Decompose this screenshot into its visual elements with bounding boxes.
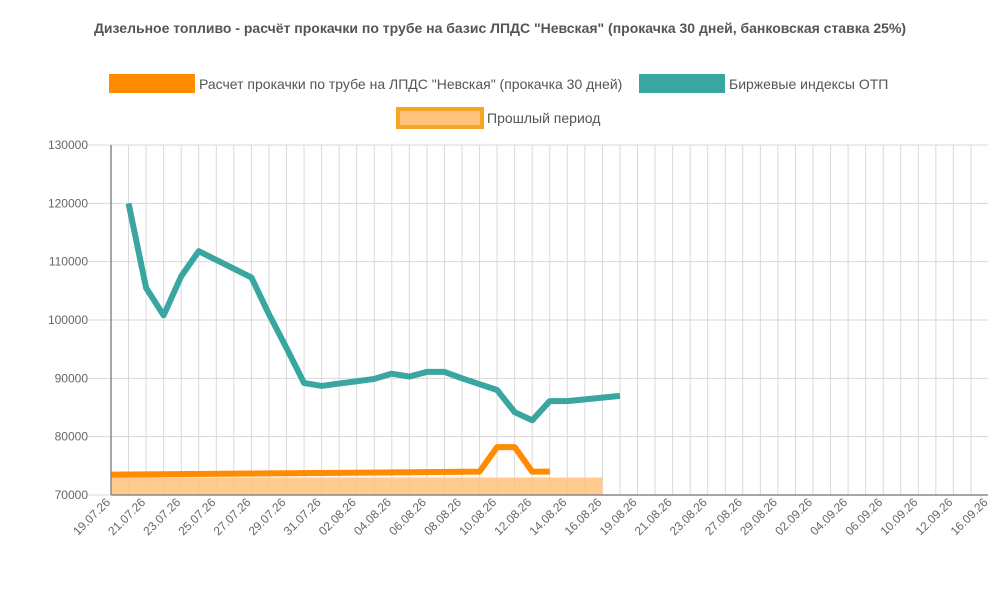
y-axis-ticks: 130000 120000 110000 100000 90000 80000 70000: [48, 138, 88, 502]
x-tick-label: 31.07.26: [281, 495, 324, 538]
series-pumping-line: [110, 444, 550, 478]
x-tick-label: 29.07.26: [246, 495, 289, 538]
x-tick-label: 23.07.26: [140, 495, 183, 538]
series-exchange-line: [125, 202, 621, 424]
x-tick-label: 06.08.26: [386, 495, 429, 538]
x-tick-label: 25.07.26: [175, 495, 218, 538]
x-tick-label: 21.08.26: [632, 495, 675, 538]
y-tick-label: 90000: [55, 371, 89, 385]
x-tick-label: 29.08.26: [737, 495, 780, 538]
x-tick-label: 14.08.26: [526, 495, 569, 538]
x-tick-label: 12.08.26: [491, 495, 534, 538]
x-tick-label: 23.08.26: [667, 495, 710, 538]
x-tick-label: 08.08.26: [421, 495, 464, 538]
legend: Расчет прокачки по трубе на ЛПДС "Невска…: [109, 74, 888, 129]
x-tick-label: 04.08.26: [351, 495, 394, 538]
axes: [110, 145, 988, 496]
x-tick-label: 12.09.26: [913, 495, 956, 538]
x-tick-label: 02.08.26: [316, 495, 359, 538]
legend-item-previous[interactable]: Прошлый период: [396, 107, 600, 129]
y-tick-label: 100000: [48, 313, 88, 327]
x-tick-label: 10.08.26: [456, 495, 499, 538]
legend-item-exchange[interactable]: Биржевые индексы ОТП: [639, 74, 888, 93]
y-tick-label: 130000: [48, 138, 88, 152]
x-tick-label: 04.09.26: [807, 495, 850, 538]
grid: [88, 144, 988, 496]
x-tick-label: 27.08.26: [702, 495, 745, 538]
legend-swatch-pumping: [109, 74, 195, 93]
y-tick-label: 110000: [49, 255, 88, 269]
legend-label-exchange: Биржевые индексы ОТП: [729, 76, 888, 92]
x-tick-label: 21.07.26: [105, 495, 148, 538]
y-tick-label: 70000: [55, 488, 89, 502]
x-tick-label: 27.07.26: [211, 495, 254, 538]
x-tick-label: 16.09.26: [948, 495, 991, 538]
series-previous-period-area: [111, 477, 603, 495]
series-layer: [110, 202, 621, 495]
legend-swatch-previous: [396, 107, 484, 129]
y-tick-label: 120000: [48, 196, 88, 210]
chart-title: Дизельное топливо - расчёт прокачки по т…: [94, 20, 906, 36]
legend-swatch-exchange: [639, 74, 725, 93]
x-tick-label: 02.09.26: [772, 495, 815, 538]
x-tick-label: 19.08.26: [597, 495, 640, 538]
y-tick-label: 80000: [55, 430, 89, 444]
x-tick-label: 06.09.26: [842, 495, 885, 538]
x-tick-label: 16.08.26: [562, 495, 605, 538]
legend-label-previous: Прошлый период: [487, 110, 600, 126]
legend-item-pumping[interactable]: Расчет прокачки по трубе на ЛПДС "Невска…: [109, 74, 622, 93]
x-tick-label: 10.09.26: [877, 495, 920, 538]
legend-label-pumping: Расчет прокачки по трубе на ЛПДС "Невска…: [199, 76, 622, 92]
x-axis-ticks: 19.07.2621.07.2623.07.2625.07.2627.07.26…: [70, 495, 991, 538]
